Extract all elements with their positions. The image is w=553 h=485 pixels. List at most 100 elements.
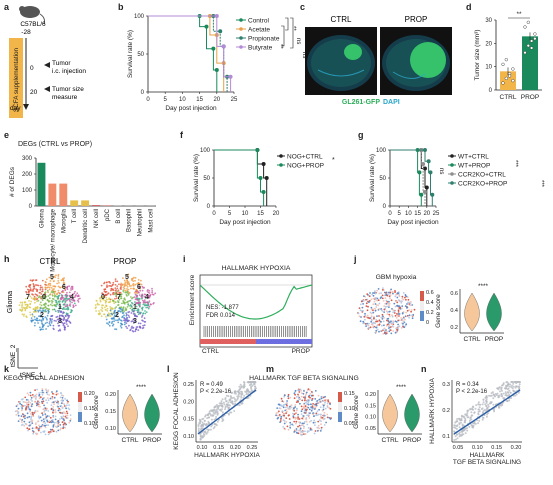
cell-point (105, 309, 107, 311)
cell-point (292, 413, 294, 415)
cell-point (24, 310, 26, 312)
data-point (508, 400, 510, 402)
cell-point (306, 406, 308, 408)
cell-point (360, 304, 362, 306)
x-tick-label: 5 (164, 97, 168, 103)
cell-point (301, 418, 303, 420)
cell-point (277, 415, 279, 417)
cell-point (275, 414, 277, 416)
cell-point (117, 291, 119, 293)
data-point (216, 404, 218, 406)
data-point (453, 426, 455, 428)
cell-point (132, 280, 134, 282)
cell-point (33, 298, 35, 300)
sig-bracket (290, 18, 293, 48)
cell-point (359, 307, 361, 309)
survival-point (204, 25, 208, 29)
cell-point (56, 431, 58, 433)
cell-point (37, 310, 39, 312)
cell-point (277, 412, 279, 414)
data-point (203, 433, 205, 435)
cell-point (295, 412, 297, 414)
cell-point (128, 320, 130, 322)
data-point (464, 421, 466, 423)
cell-point (22, 313, 24, 315)
cell-point (152, 294, 154, 296)
cell-point (375, 330, 377, 332)
data-point (498, 396, 500, 398)
data-point (484, 409, 486, 411)
cell-point (133, 327, 135, 329)
cell-point (106, 322, 108, 324)
cell-point (388, 326, 390, 328)
cell-point (75, 294, 77, 296)
cell-point (66, 287, 68, 289)
cell-point (378, 315, 380, 317)
cluster-label: 0 (101, 294, 105, 301)
cell-point (389, 322, 391, 324)
cell-point (326, 414, 328, 416)
data-point (210, 415, 212, 417)
cell-point (46, 408, 48, 410)
cell-point (300, 434, 302, 436)
cell-point (43, 400, 45, 402)
data-point (200, 434, 202, 436)
cell-point (26, 427, 28, 429)
panel-c: CTRL PROP GL261-GFP DAPI (305, 15, 452, 106)
cell-point (67, 319, 69, 321)
cell-point (41, 286, 43, 288)
x-tick-label: 0.20 (230, 445, 241, 451)
cell-point (70, 418, 72, 420)
cell-point (47, 391, 49, 393)
cell-point (306, 421, 308, 423)
cell-point (47, 295, 49, 297)
cell-point (40, 392, 42, 394)
cell-point (59, 330, 61, 332)
data-point (512, 387, 514, 389)
cell-point (283, 419, 285, 421)
data-point (471, 426, 473, 428)
y-tick-label: 0.4 (450, 308, 458, 314)
cell-point (57, 403, 59, 405)
cell-point (39, 289, 41, 291)
colorbar-low (338, 412, 342, 422)
cluster-label: 6 (137, 284, 141, 291)
data-point (475, 408, 477, 410)
cell-point (304, 398, 306, 400)
cell-point (63, 297, 65, 299)
cell-point (369, 292, 371, 294)
cell-point (299, 425, 301, 427)
cell-point (21, 407, 23, 409)
cell-point (144, 321, 146, 323)
cell-point (322, 417, 324, 419)
cell-point (291, 404, 293, 406)
cell-point (42, 329, 44, 331)
event-arrow-icon (44, 86, 50, 92)
cell-point (401, 327, 403, 329)
survival-line (148, 16, 231, 92)
cell-point (53, 430, 55, 432)
cell-point (28, 289, 30, 291)
cell-point (23, 425, 25, 427)
data-point (222, 411, 224, 413)
cell-point (45, 410, 47, 412)
cell-point (371, 319, 373, 321)
data-point (240, 395, 242, 397)
y-tick-label: 200 (22, 172, 33, 178)
cell-point (121, 310, 123, 312)
data-point (206, 433, 208, 435)
cell-point (39, 402, 41, 404)
cell-point (123, 298, 125, 300)
cell-point (47, 312, 49, 314)
cell-point (67, 402, 69, 404)
day-20: 20 (30, 89, 38, 96)
cell-point (382, 318, 384, 320)
cell-point (36, 434, 38, 436)
cell-point (49, 297, 51, 299)
cell-point (148, 308, 150, 310)
cell-point (149, 306, 151, 308)
data-point (215, 409, 217, 411)
cell-point (75, 305, 77, 307)
